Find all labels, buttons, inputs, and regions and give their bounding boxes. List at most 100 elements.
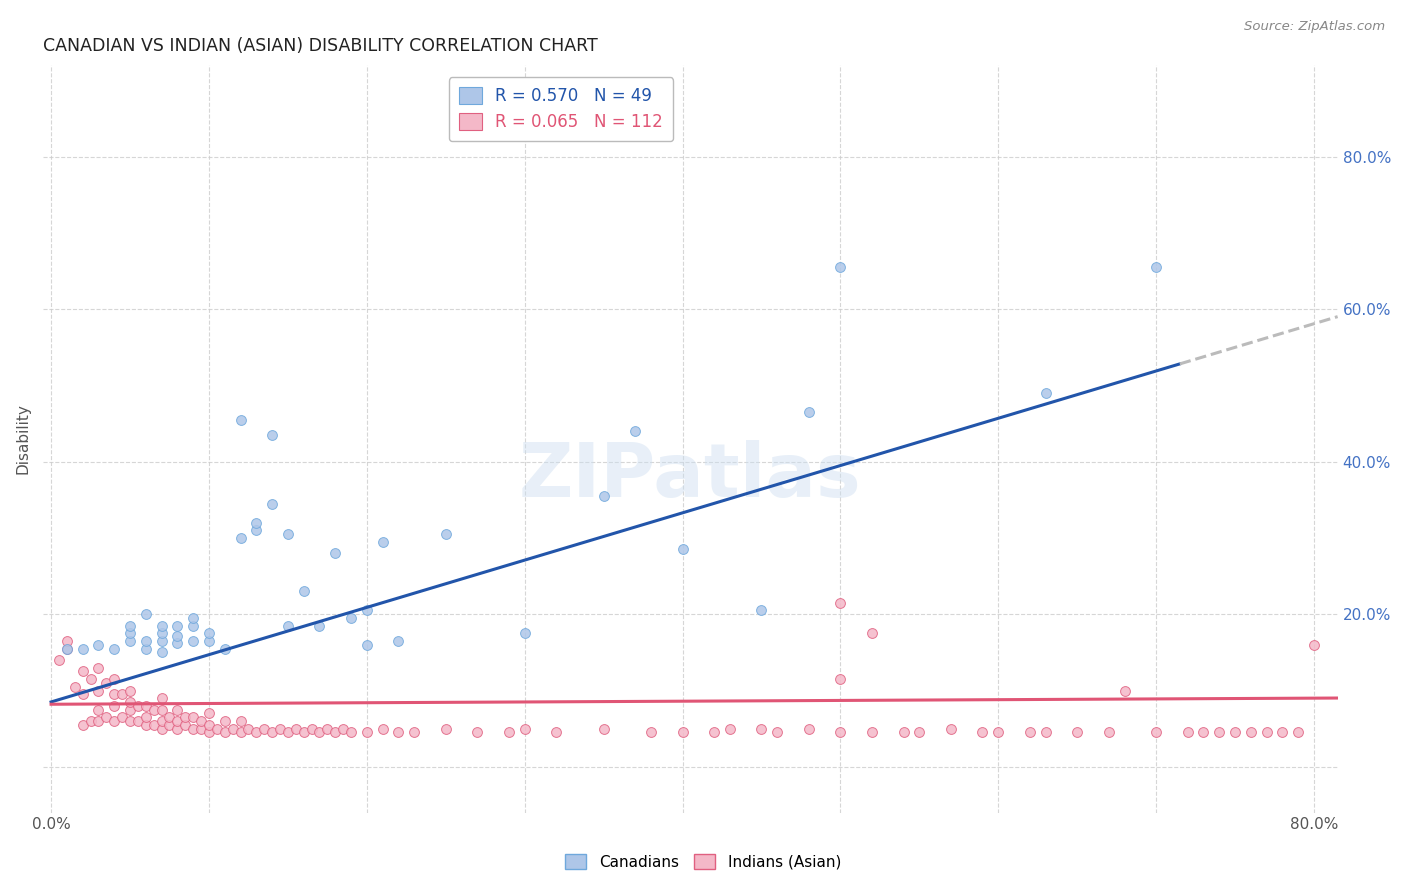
Text: Source: ZipAtlas.com: Source: ZipAtlas.com — [1244, 20, 1385, 33]
Point — [1018, 725, 1040, 739]
Point — [316, 722, 339, 736]
Point — [56, 641, 79, 656]
Text: ZIPatlas: ZIPatlas — [519, 440, 862, 513]
Point — [181, 634, 204, 648]
Point — [166, 722, 188, 736]
Point — [434, 722, 457, 736]
Point — [166, 618, 188, 632]
Point — [150, 645, 173, 659]
Point — [181, 722, 204, 736]
Point — [766, 725, 789, 739]
Point — [190, 714, 212, 728]
Point — [1035, 386, 1057, 401]
Point — [118, 703, 141, 717]
Point — [72, 665, 94, 679]
Point — [751, 603, 773, 617]
Point — [387, 725, 409, 739]
Point — [245, 516, 267, 530]
Point — [135, 698, 157, 713]
Point — [150, 691, 173, 706]
Point — [1286, 725, 1309, 739]
Point — [751, 722, 773, 736]
Point — [1144, 260, 1167, 275]
Point — [150, 618, 173, 632]
Point — [118, 714, 141, 728]
Point — [79, 714, 101, 728]
Point — [135, 634, 157, 648]
Point — [214, 641, 236, 656]
Point — [1144, 725, 1167, 739]
Point — [229, 725, 252, 739]
Point — [118, 683, 141, 698]
Point — [1035, 725, 1057, 739]
Point — [198, 706, 221, 721]
Point — [127, 714, 149, 728]
Point — [166, 703, 188, 717]
Point — [87, 683, 110, 698]
Point — [190, 722, 212, 736]
Point — [96, 710, 118, 724]
Point — [340, 725, 363, 739]
Point — [269, 722, 291, 736]
Point — [277, 725, 299, 739]
Point — [972, 725, 994, 739]
Point — [1303, 638, 1326, 652]
Point — [111, 710, 134, 724]
Point — [703, 725, 725, 739]
Point — [56, 641, 79, 656]
Point — [118, 634, 141, 648]
Point — [229, 531, 252, 545]
Point — [150, 722, 173, 736]
Point — [592, 489, 614, 503]
Point — [277, 618, 299, 632]
Point — [56, 634, 79, 648]
Point — [103, 672, 125, 686]
Point — [592, 722, 614, 736]
Point — [72, 718, 94, 732]
Point — [987, 725, 1010, 739]
Point — [96, 676, 118, 690]
Point — [1192, 725, 1215, 739]
Point — [908, 725, 931, 739]
Point — [1223, 725, 1246, 739]
Legend: R = 0.570   N = 49, R = 0.065   N = 112: R = 0.570 N = 49, R = 0.065 N = 112 — [449, 78, 673, 141]
Point — [135, 641, 157, 656]
Point — [262, 497, 284, 511]
Point — [245, 524, 267, 538]
Point — [513, 722, 536, 736]
Point — [262, 428, 284, 442]
Point — [624, 424, 647, 438]
Point — [323, 546, 346, 560]
Point — [513, 626, 536, 640]
Point — [371, 722, 394, 736]
Point — [127, 698, 149, 713]
Point — [308, 725, 330, 739]
Point — [150, 634, 173, 648]
Point — [332, 722, 354, 736]
Point — [718, 722, 741, 736]
Point — [1208, 725, 1230, 739]
Point — [103, 698, 125, 713]
Point — [404, 725, 426, 739]
Point — [198, 725, 221, 739]
Point — [135, 607, 157, 622]
Point — [166, 629, 188, 643]
Point — [174, 710, 197, 724]
Point — [356, 725, 378, 739]
Point — [830, 672, 852, 686]
Point — [939, 722, 962, 736]
Point — [323, 725, 346, 739]
Point — [174, 718, 197, 732]
Point — [893, 725, 915, 739]
Point — [229, 714, 252, 728]
Point — [135, 718, 157, 732]
Point — [356, 603, 378, 617]
Point — [797, 722, 820, 736]
Point — [284, 722, 307, 736]
Point — [245, 725, 267, 739]
Point — [166, 636, 188, 650]
Point — [142, 718, 165, 732]
Point — [118, 695, 141, 709]
Point — [72, 687, 94, 701]
Point — [205, 722, 228, 736]
